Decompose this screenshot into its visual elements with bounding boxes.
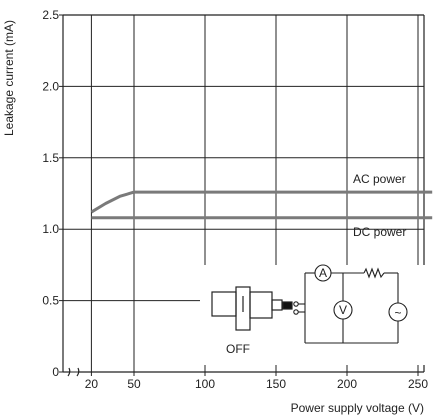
series-label-ac-power: AC power [353,172,406,186]
voltmeter-icon [333,300,353,320]
x-axis-label: Power supply voltage (V) [291,401,424,415]
switch-off-label: OFF [226,342,250,356]
y-tick-label-0: 0 [52,365,59,379]
ammeter-icon [314,264,332,282]
x-tick-label-250: 250 [408,377,428,391]
switch-icon [211,286,293,331]
tick-labels: 0 0.5 1.0 1.5 2.0 2.5 20 50 100 150 200 250 [42,8,428,391]
ac-source-icon [388,302,408,322]
axis-break-mark-right [76,367,80,377]
ac-source-symbol: ~ [394,306,401,320]
y-tick-label-1-5: 1.5 [42,151,59,165]
y-tick-label-0-5: 0.5 [42,294,59,308]
axis-break-mark-left [67,367,71,377]
x-tick-label-20: 20 [85,377,99,391]
circuit-wiring [293,267,399,344]
circuit-inset: OFF A V ~ [200,264,430,365]
y-axis-label: Leakage current (mA) [2,20,16,136]
x-tick-label-100: 100 [195,377,215,391]
y-tick-label-2: 2.0 [42,79,59,93]
series-line-ac-power [90,190,433,214]
y-tick-label-1: 1.0 [42,222,59,236]
x-tick-label-150: 150 [266,377,286,391]
series [90,190,433,220]
ammeter-symbol: A [319,266,327,280]
series-label-dc-power: DC power [353,225,406,239]
y-tick-label-2-5: 2.5 [42,8,59,22]
x-tick-label-50: 50 [127,377,141,391]
x-tick-label-200: 200 [337,377,357,391]
voltmeter-symbol: V [339,303,347,317]
